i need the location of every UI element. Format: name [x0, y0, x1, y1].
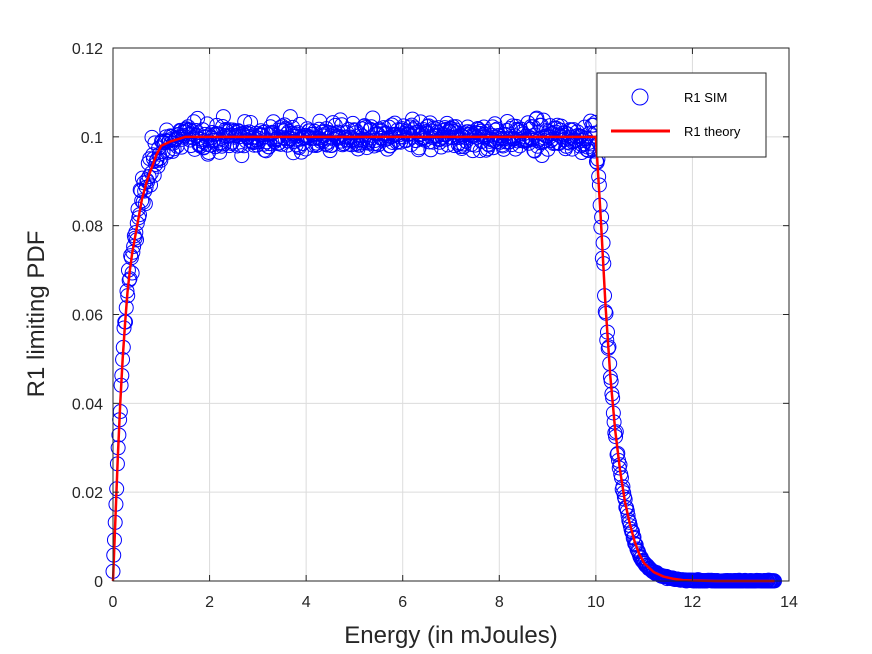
x-axis-label: Energy (in mJoules) — [344, 622, 557, 649]
sim-point — [124, 265, 140, 281]
sim-point — [437, 120, 453, 136]
y-axis-label: R1 limiting PDF — [23, 231, 50, 398]
sim-point — [281, 123, 297, 139]
x-tick-label-3: 6 — [398, 594, 407, 611]
sim-point — [243, 115, 259, 131]
x-tick-label-4: 8 — [495, 594, 504, 611]
x-axis-ticks: 0 2 4 6 8 10 12 14 — [109, 48, 798, 611]
y-tick-label-6: 0.12 — [72, 41, 103, 58]
sim-point — [249, 137, 265, 153]
sim-point — [189, 127, 205, 143]
sim-point — [384, 117, 400, 133]
legend: R1 SIM R1 theory — [596, 72, 767, 158]
theory-line — [111, 135, 775, 583]
sim-point — [502, 120, 518, 136]
y-tick-label-5: 0.1 — [81, 130, 103, 147]
sim-point — [422, 115, 438, 131]
sim-point — [146, 167, 162, 183]
sim-point — [404, 111, 420, 127]
sim-point — [221, 138, 237, 154]
sim-point — [365, 110, 381, 126]
sim-point — [419, 119, 435, 135]
y-tick-label-1: 0.02 — [72, 485, 103, 502]
x-tick-label-2: 4 — [302, 594, 311, 611]
sim-point — [518, 132, 534, 148]
x-tick-label-6: 12 — [684, 594, 702, 611]
legend-marker-r1-sim — [631, 88, 649, 106]
x-tick-label-1: 2 — [205, 594, 214, 611]
sim-point — [580, 143, 596, 159]
sim-point — [325, 115, 341, 131]
y-tick-label-3: 0.06 — [72, 308, 103, 325]
legend-box — [596, 72, 767, 158]
sim-point — [322, 143, 338, 159]
sim-point — [282, 109, 298, 125]
sim-point — [578, 131, 594, 147]
sim-point — [137, 196, 153, 212]
sim-point — [534, 148, 550, 164]
sim-point — [201, 127, 217, 143]
sim-point — [215, 109, 231, 125]
sim-point — [215, 119, 231, 135]
legend-label-r1-sim: R1 SIM — [684, 90, 727, 105]
sim-point — [134, 193, 150, 209]
y-tick-label-4: 0.08 — [72, 219, 103, 236]
sim-point — [433, 139, 449, 155]
x-tick-label-0: 0 — [109, 594, 118, 611]
sim-point — [529, 110, 545, 126]
sim-point — [141, 169, 157, 185]
sim-point — [143, 177, 159, 193]
series-r1-theory — [111, 135, 775, 583]
y-tick-label-2: 0.04 — [72, 396, 103, 413]
legend-label-r1-theory: R1 theory — [684, 124, 741, 139]
sim-point — [527, 143, 543, 159]
x-tick-label-5: 10 — [587, 594, 605, 611]
y-axis-ticks: 0 0.02 0.04 0.06 0.08 0.1 0.12 — [72, 41, 789, 591]
sim-point — [423, 142, 439, 158]
sim-point — [499, 113, 515, 129]
y-tick-label-0: 0 — [94, 574, 103, 591]
x-tick-label-7: 14 — [780, 594, 798, 611]
sim-point — [199, 116, 215, 132]
sim-point — [505, 118, 521, 134]
sim-point — [258, 143, 274, 159]
sim-point — [237, 114, 253, 130]
sim-point — [234, 148, 250, 164]
